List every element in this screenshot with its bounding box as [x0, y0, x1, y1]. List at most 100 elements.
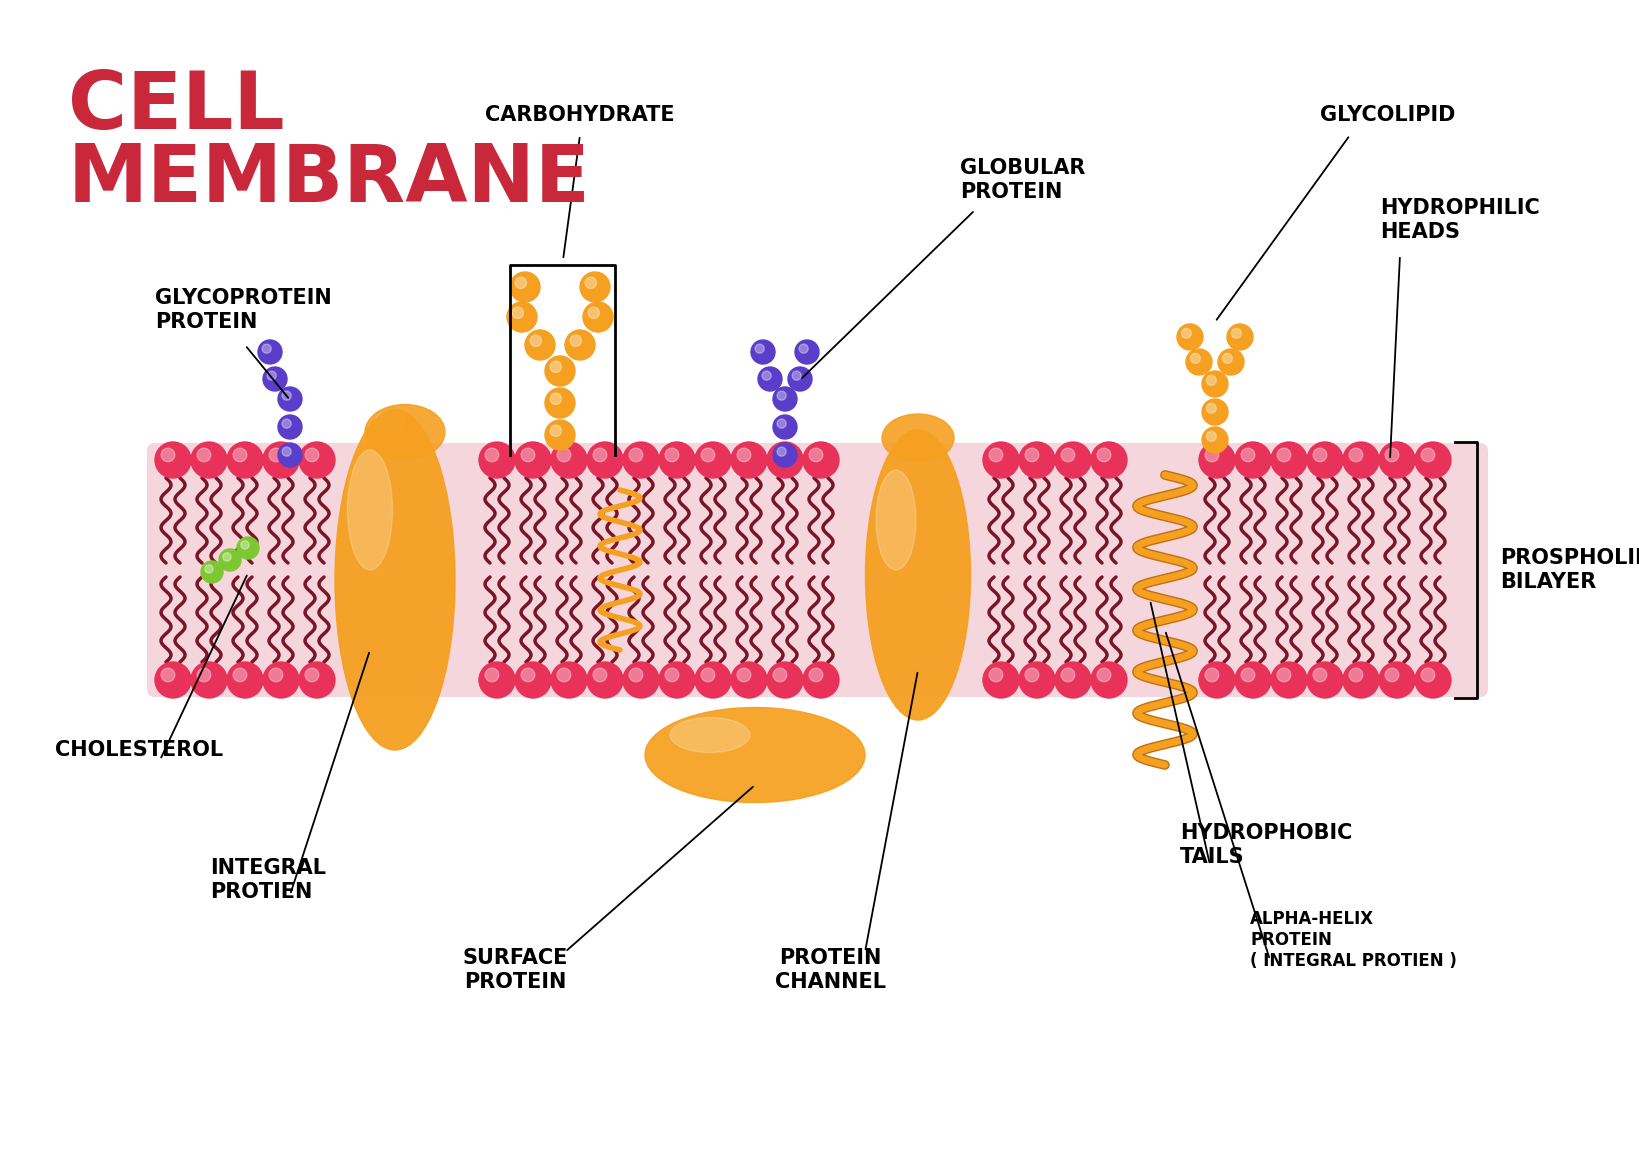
Circle shape: [1306, 662, 1342, 698]
Circle shape: [551, 362, 562, 372]
Text: CARBOHYDRATE: CARBOHYDRATE: [485, 105, 675, 125]
Text: GLYCOPROTEIN
PROTEIN: GLYCOPROTEIN PROTEIN: [156, 289, 331, 331]
Circle shape: [774, 387, 797, 411]
Circle shape: [192, 442, 226, 478]
Circle shape: [1277, 668, 1292, 681]
Circle shape: [792, 371, 801, 380]
Circle shape: [1024, 449, 1039, 461]
Circle shape: [282, 420, 292, 428]
Circle shape: [1270, 662, 1306, 698]
Circle shape: [546, 420, 575, 450]
Circle shape: [1421, 449, 1434, 461]
Circle shape: [269, 449, 284, 461]
Ellipse shape: [670, 717, 751, 752]
Circle shape: [767, 662, 803, 698]
Circle shape: [262, 442, 298, 478]
Circle shape: [800, 344, 808, 353]
Circle shape: [774, 415, 797, 439]
Circle shape: [1092, 662, 1128, 698]
Text: GLYCOLIPID: GLYCOLIPID: [1319, 105, 1455, 125]
Circle shape: [1096, 668, 1111, 681]
Circle shape: [1349, 668, 1362, 681]
Circle shape: [810, 449, 823, 461]
Circle shape: [1206, 403, 1216, 414]
Circle shape: [695, 442, 731, 478]
Circle shape: [731, 662, 767, 698]
Circle shape: [479, 442, 515, 478]
Circle shape: [659, 662, 695, 698]
Circle shape: [1241, 449, 1255, 461]
Circle shape: [1414, 662, 1451, 698]
Circle shape: [593, 668, 606, 681]
Circle shape: [220, 549, 241, 571]
Circle shape: [803, 662, 839, 698]
Circle shape: [1177, 325, 1203, 350]
Ellipse shape: [875, 471, 916, 570]
Circle shape: [156, 442, 192, 478]
Circle shape: [529, 335, 541, 347]
Circle shape: [551, 425, 562, 437]
FancyBboxPatch shape: [148, 443, 1488, 697]
Circle shape: [546, 388, 575, 418]
Circle shape: [1201, 399, 1228, 425]
Circle shape: [731, 442, 767, 478]
Circle shape: [803, 442, 839, 478]
Circle shape: [233, 668, 247, 681]
Circle shape: [767, 442, 803, 478]
Circle shape: [551, 442, 587, 478]
Circle shape: [1206, 431, 1216, 442]
Circle shape: [479, 662, 515, 698]
Circle shape: [587, 442, 623, 478]
Text: GLOBULAR
PROTEIN: GLOBULAR PROTEIN: [960, 159, 1085, 202]
Circle shape: [1313, 668, 1328, 681]
Text: SURFACE
PROTEIN: SURFACE PROTEIN: [462, 948, 567, 992]
Circle shape: [279, 415, 302, 439]
Circle shape: [757, 367, 782, 391]
Circle shape: [1201, 371, 1228, 398]
Ellipse shape: [865, 430, 970, 720]
Circle shape: [665, 449, 679, 461]
Circle shape: [762, 371, 772, 380]
Circle shape: [1421, 668, 1434, 681]
Circle shape: [1349, 449, 1362, 461]
Circle shape: [1190, 353, 1200, 363]
Circle shape: [197, 668, 211, 681]
Circle shape: [1270, 442, 1306, 478]
Circle shape: [1060, 449, 1075, 461]
Circle shape: [774, 443, 797, 467]
Circle shape: [241, 541, 249, 549]
Circle shape: [1019, 442, 1056, 478]
Circle shape: [1231, 328, 1241, 338]
Circle shape: [1060, 668, 1075, 681]
Circle shape: [1206, 376, 1216, 385]
Circle shape: [1342, 662, 1378, 698]
Circle shape: [983, 662, 1019, 698]
Circle shape: [156, 662, 192, 698]
Circle shape: [197, 449, 211, 461]
Circle shape: [521, 668, 534, 681]
Circle shape: [1378, 442, 1414, 478]
Circle shape: [1092, 442, 1128, 478]
Text: CHOLESTEROL: CHOLESTEROL: [56, 739, 223, 760]
Circle shape: [515, 277, 526, 289]
Ellipse shape: [646, 707, 865, 802]
Circle shape: [1277, 449, 1292, 461]
Circle shape: [557, 449, 570, 461]
Circle shape: [1385, 449, 1398, 461]
Circle shape: [1187, 349, 1211, 376]
Circle shape: [1378, 662, 1414, 698]
Circle shape: [983, 442, 1019, 478]
Circle shape: [485, 449, 498, 461]
Circle shape: [1024, 668, 1039, 681]
Circle shape: [701, 668, 715, 681]
Ellipse shape: [347, 450, 392, 570]
Circle shape: [1056, 662, 1092, 698]
Circle shape: [233, 449, 247, 461]
Circle shape: [510, 272, 539, 302]
Circle shape: [192, 662, 226, 698]
Circle shape: [1205, 449, 1219, 461]
Circle shape: [305, 668, 320, 681]
Circle shape: [262, 367, 287, 391]
Circle shape: [593, 449, 606, 461]
Circle shape: [988, 449, 1003, 461]
